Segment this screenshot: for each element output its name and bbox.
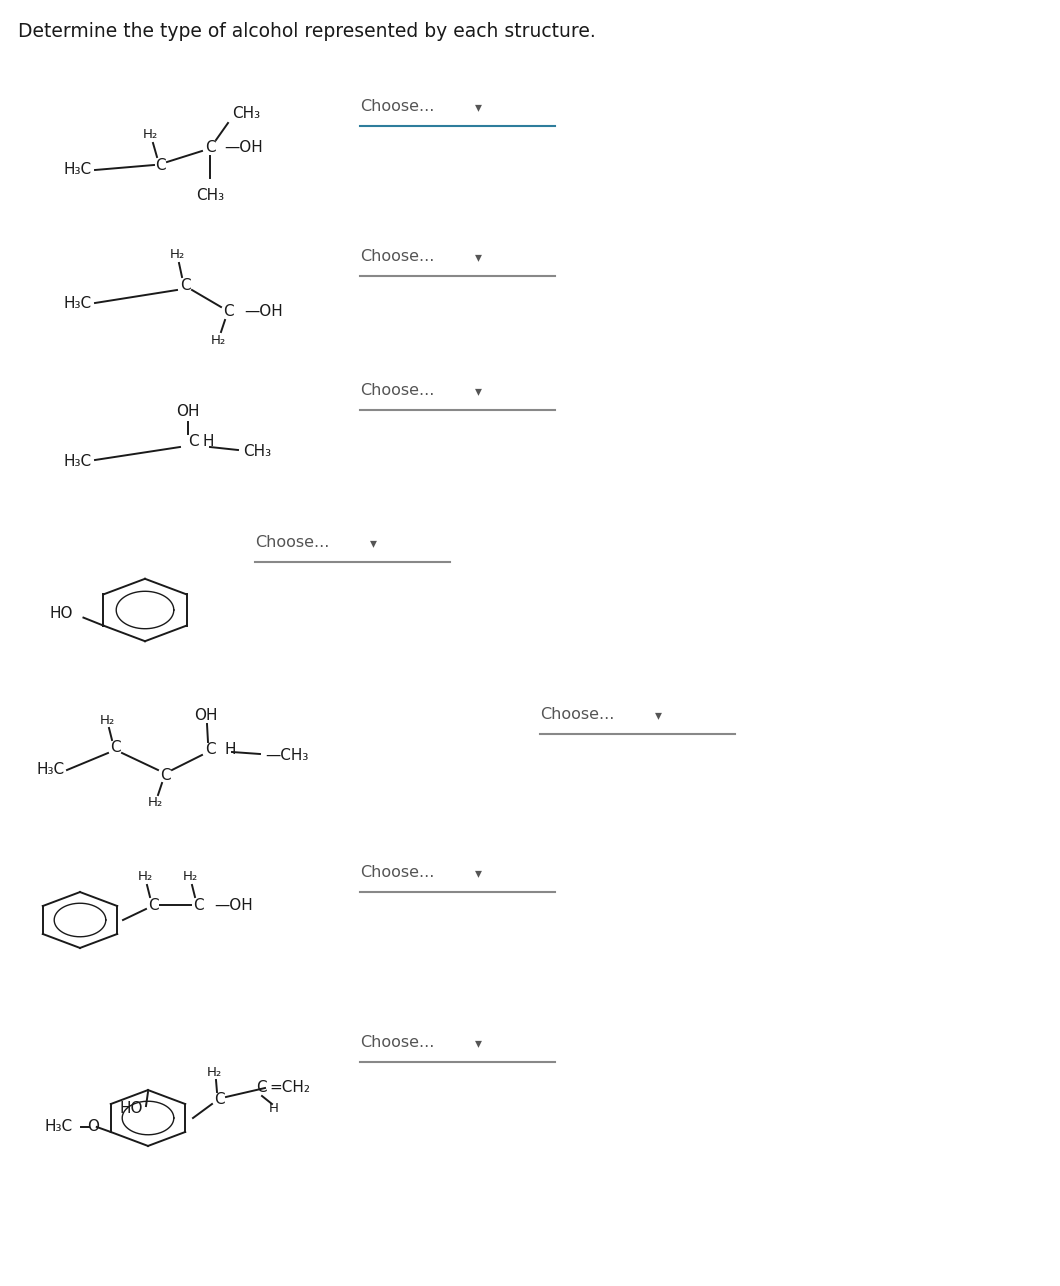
Text: —OH: —OH [244,305,283,319]
Text: OH: OH [194,707,217,723]
Text: C: C [109,741,121,755]
Text: H₂: H₂ [138,871,153,883]
Text: HO: HO [50,606,73,621]
Text: C: C [155,157,165,172]
Text: Choose...: Choose... [255,535,330,550]
Text: H₃C: H₃C [45,1120,73,1134]
Text: C: C [223,305,233,319]
Text: H₂: H₂ [182,871,197,883]
Text: C: C [205,140,215,156]
Text: HO: HO [120,1101,143,1115]
Text: H: H [202,435,213,450]
Text: Choose...: Choose... [360,865,435,880]
Text: H: H [269,1102,279,1115]
Text: H₃C: H₃C [37,763,65,778]
Text: CH₃: CH₃ [232,105,260,121]
Text: H₂: H₂ [207,1066,222,1079]
Text: C: C [160,768,171,782]
Text: C: C [188,435,198,450]
Text: Choose...: Choose... [360,249,435,264]
Text: CH₃: CH₃ [196,188,224,203]
Text: H₂: H₂ [210,333,226,346]
Text: ▾: ▾ [475,1037,482,1049]
Text: H₂: H₂ [147,796,162,809]
Text: C: C [193,898,204,913]
Text: CH₃: CH₃ [243,445,271,459]
Text: Choose...: Choose... [540,707,615,721]
Text: ▾: ▾ [475,249,482,264]
Text: OH: OH [176,405,199,419]
Text: ▾: ▾ [370,536,377,550]
Text: ▾: ▾ [655,709,662,721]
Text: —OH: —OH [214,898,252,913]
Text: C: C [214,1093,225,1107]
Text: =CH₂: =CH₂ [269,1080,310,1096]
Text: O: O [87,1120,99,1134]
Text: Determine the type of alcohol represented by each structure.: Determine the type of alcohol represente… [18,22,596,41]
Text: C: C [205,742,215,757]
Text: H₂: H₂ [100,714,114,727]
Text: —CH₃: —CH₃ [265,747,308,763]
Text: H₃C: H₃C [64,454,92,469]
Text: H₃C: H₃C [64,296,92,310]
Text: H₂: H₂ [170,248,184,261]
Text: ▾: ▾ [475,100,482,114]
Text: —OH: —OH [224,140,263,156]
Text: Choose...: Choose... [360,1035,435,1049]
Text: C: C [255,1080,266,1096]
Text: ▾: ▾ [475,385,482,397]
Text: C: C [180,278,191,292]
Text: H: H [224,742,235,757]
Text: Choose...: Choose... [360,383,435,397]
Text: H₂: H₂ [142,129,158,141]
Text: ▾: ▾ [475,865,482,880]
Text: C: C [147,898,158,913]
Text: H₃C: H₃C [64,162,92,177]
Text: Choose...: Choose... [360,99,435,114]
